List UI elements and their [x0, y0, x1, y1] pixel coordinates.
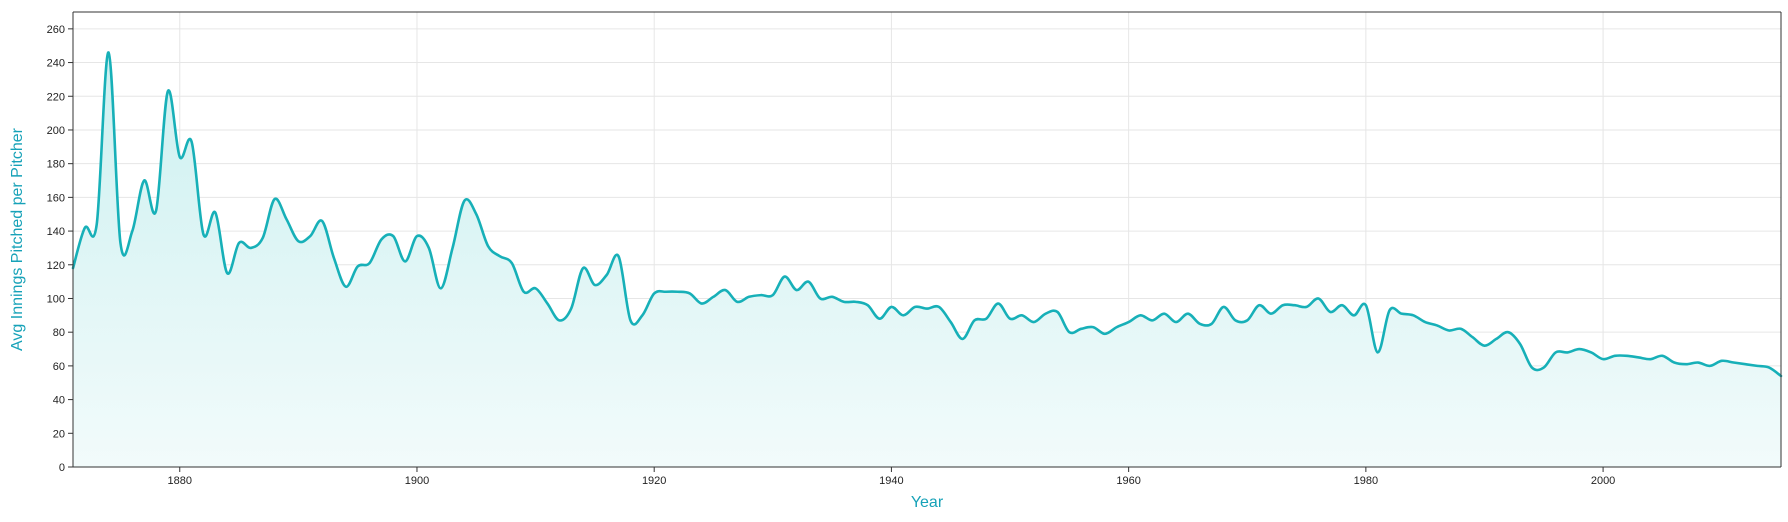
y-tick-label: 140 — [47, 226, 65, 238]
area-fill — [73, 52, 1781, 467]
x-tick-label: 2000 — [1591, 475, 1615, 487]
y-tick-label: 100 — [47, 293, 65, 305]
x-tick-label: 1980 — [1354, 475, 1378, 487]
x-tick-label: 1940 — [879, 475, 903, 487]
y-tick-label: 180 — [47, 159, 65, 171]
x-tick-label: 1920 — [642, 475, 666, 487]
y-tick-label: 160 — [47, 192, 65, 204]
x-tick-label: 1900 — [405, 475, 429, 487]
axes — [68, 11, 1782, 472]
y-tick-label: 220 — [47, 91, 65, 103]
y-tick-label: 60 — [53, 361, 65, 373]
series-line — [71, 51, 1783, 378]
y-tick-label: 240 — [47, 58, 65, 70]
x-tick-label: 1960 — [1116, 475, 1140, 487]
y-tick-label: 20 — [53, 428, 65, 440]
x-tick-label: 1880 — [168, 475, 192, 487]
y-tick-label: 260 — [47, 24, 65, 36]
y-tick-label: 40 — [53, 395, 65, 407]
y-tick-label: 200 — [47, 125, 65, 137]
y-tick-label: 0 — [59, 462, 65, 474]
tick-labels: 0 20 40 60 80 100 120 140 160 180 200 220 240 260 1880… — [47, 24, 1616, 487]
y-tick-label: 120 — [47, 260, 65, 272]
y-axis-title: Avg Innings Pitched per Pitcher — [9, 127, 26, 351]
x-axis-title: Year — [911, 494, 944, 511]
y-tick-label: 80 — [53, 327, 65, 339]
